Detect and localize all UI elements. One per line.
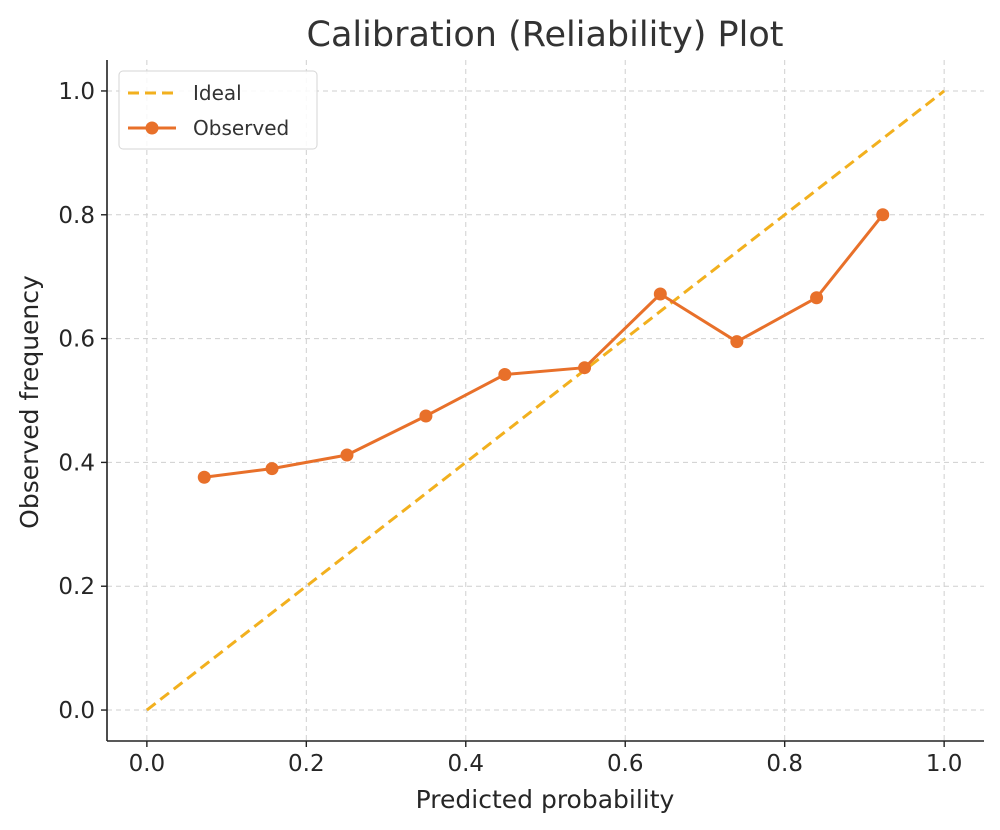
observed-point <box>578 361 592 375</box>
x-tick-label: 0.8 <box>766 751 803 777</box>
observed-point <box>876 208 890 222</box>
y-tick-label: 1.0 <box>58 79 95 105</box>
observed-point <box>498 367 512 381</box>
y-tick-label: 0.4 <box>58 450 95 476</box>
legend-marker-observed <box>145 121 159 135</box>
series-layer <box>145 89 946 712</box>
observed-line <box>204 213 884 479</box>
legend-label-observed: Observed <box>193 116 289 140</box>
x-tick-label: 0.6 <box>607 751 644 777</box>
x-tick-label: 1.0 <box>926 751 963 777</box>
y-tick-label: 0.0 <box>58 698 95 724</box>
observed-point <box>197 470 211 484</box>
x-axis-title: Predicted probability <box>416 785 675 814</box>
x-tick-label: 0.2 <box>288 751 325 777</box>
observed-point <box>810 291 824 305</box>
observed-point <box>419 409 433 423</box>
y-tick-label: 0.6 <box>58 327 95 353</box>
observed-point <box>340 448 354 462</box>
chart-title: Calibration (Reliability) Plot <box>307 15 784 55</box>
observed-point <box>653 287 667 301</box>
y-tick-label: 0.8 <box>58 203 95 229</box>
legend: Ideal Observed <box>118 70 318 150</box>
observed-point <box>265 462 279 476</box>
y-axis-title: Observed frequency <box>15 275 44 529</box>
ideal-line <box>145 89 946 712</box>
legend-label-ideal: Ideal <box>193 81 242 105</box>
x-tick-label: 0.0 <box>129 751 166 777</box>
x-tick-label: 0.4 <box>447 751 484 777</box>
axes: 0.0 0.2 0.4 0.6 0.8 1.0 0.0 0.2 0.4 0.6 0.8 1.0 <box>58 60 984 777</box>
y-tick-label: 0.2 <box>58 574 95 600</box>
observed-point <box>730 335 744 349</box>
